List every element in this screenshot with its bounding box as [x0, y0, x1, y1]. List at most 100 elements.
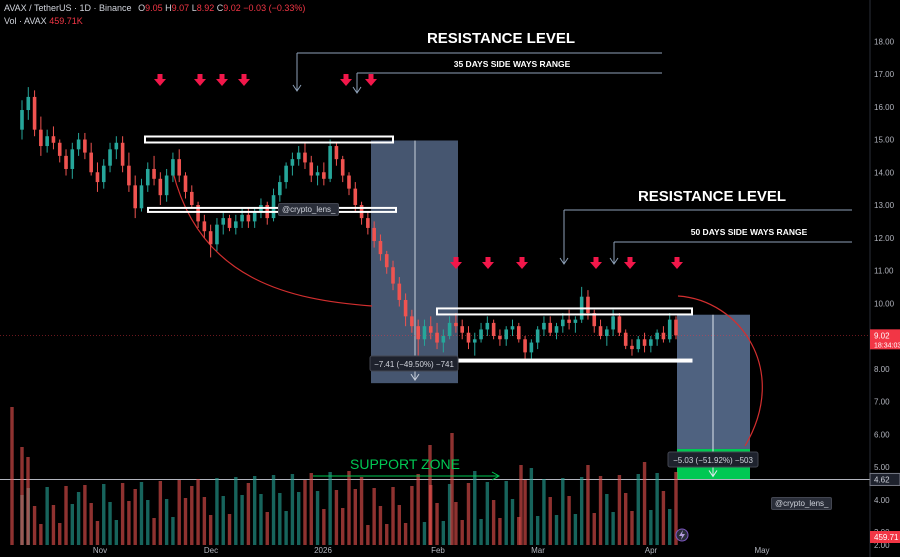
candle: [485, 322, 490, 330]
candle: [667, 319, 672, 340]
volume-bar: [668, 509, 672, 545]
candle: [498, 336, 502, 340]
volume-bar: [598, 476, 603, 545]
resistance-arrow: [238, 79, 250, 86]
volume-bar: [485, 482, 490, 545]
volume-bar: [246, 483, 251, 545]
candle: [592, 313, 597, 327]
volume-label[interactable]: Vol · AVAX: [4, 16, 47, 26]
lightning-icon: [679, 530, 685, 540]
volume-bar: [416, 474, 420, 545]
volume-bar: [215, 478, 219, 545]
symbol-name[interactable]: AVAX / TetherUS · 1D · Binance: [4, 3, 132, 13]
volume-bar: [567, 496, 571, 545]
candle: [309, 162, 314, 176]
volume-bar: [234, 477, 238, 545]
resistance-arrow: [450, 262, 462, 269]
candle: [158, 178, 163, 196]
candle: [416, 326, 420, 340]
candle: [57, 142, 62, 156]
resistance-arrow: [482, 262, 494, 269]
candle: [391, 267, 395, 284]
candle: [529, 342, 534, 353]
measure-arrow-1: [410, 373, 420, 382]
price-axis-tick: 7.00: [874, 398, 890, 407]
volume-bar: [177, 480, 181, 545]
volume-bar: [510, 499, 515, 545]
volume-bar: [630, 511, 634, 545]
volume-bar: [535, 516, 540, 545]
candle: [611, 316, 615, 330]
resistance-arrow: [194, 79, 206, 86]
candle: [120, 142, 125, 166]
volume-bar: [51, 505, 56, 545]
candle: [271, 195, 276, 219]
candle: [296, 152, 301, 160]
volume-bar: [341, 508, 345, 545]
volume-bar: [114, 520, 119, 545]
volume-bar: [403, 523, 408, 545]
volume-bar: [240, 495, 244, 545]
price-axis-tick: 16.00: [874, 103, 895, 112]
candle: [466, 332, 471, 343]
volume-bar: [605, 494, 609, 545]
candle: [234, 221, 238, 228]
price-axis-tick: 5.00: [874, 463, 890, 472]
candle: [454, 322, 458, 327]
volume-bar: [309, 473, 313, 545]
candle: [89, 152, 93, 173]
candle: [196, 205, 200, 222]
candle: [290, 159, 295, 166]
resistance-arrow: [154, 79, 166, 86]
time-axis-tick: Feb: [431, 546, 445, 555]
candle: [127, 165, 131, 186]
volume-bar: [259, 494, 263, 545]
volume-bar: [322, 509, 326, 545]
resistance-arrow: [671, 262, 683, 269]
ohlc-low-label: L: [191, 3, 197, 13]
price-axis-tick: 8.00: [874, 365, 890, 374]
candle: [441, 336, 446, 343]
volume-bar: [133, 489, 137, 545]
candle: [435, 332, 439, 343]
candle: [479, 329, 483, 340]
volume-bar: [158, 481, 163, 545]
volume-bar: [504, 481, 508, 545]
support-zone-label: SUPPORT ZONE: [350, 456, 460, 472]
symbol-header: AVAX / TetherUS · 1D · Binance O9.05 H9.…: [4, 3, 305, 13]
resistance-arrow: [624, 262, 636, 269]
volume-bar: [359, 477, 364, 545]
volume-bar: [208, 515, 213, 545]
candle: [328, 146, 332, 179]
support-box-2: [436, 358, 693, 363]
watermark-top: @crypto_lens_: [278, 203, 340, 216]
candle: [353, 188, 358, 205]
annotation-arrow: [609, 257, 619, 265]
volume-bar: [636, 474, 640, 545]
countdown-label: 18:34:03: [874, 342, 900, 349]
candle: [516, 326, 521, 340]
candle: [240, 214, 244, 222]
time-axis-tick: Apr: [645, 546, 658, 555]
ohlc-close-label: C: [216, 3, 224, 13]
volume-bar: [70, 504, 75, 545]
volume-bar: [479, 519, 483, 545]
resistance-arrow: [627, 257, 633, 263]
volume-bar: [190, 486, 194, 545]
support-box-1: [147, 206, 397, 213]
candle: [322, 172, 326, 179]
annotation-arrow: [559, 257, 569, 265]
candle: [372, 227, 376, 242]
volume-bar: [617, 475, 622, 545]
support-price-label: 4.62: [874, 475, 890, 484]
candle: [202, 221, 207, 232]
candle: [642, 339, 647, 346]
volume-bar: [385, 524, 389, 545]
volume-bar: [573, 514, 578, 545]
range-label-1: 35 DAYS SIDE WAYS RANGE: [454, 59, 571, 69]
candle: [303, 152, 307, 163]
candle: [422, 326, 427, 340]
volume-axis-tick: 2.00: [874, 541, 890, 550]
volume-bar: [108, 502, 112, 545]
